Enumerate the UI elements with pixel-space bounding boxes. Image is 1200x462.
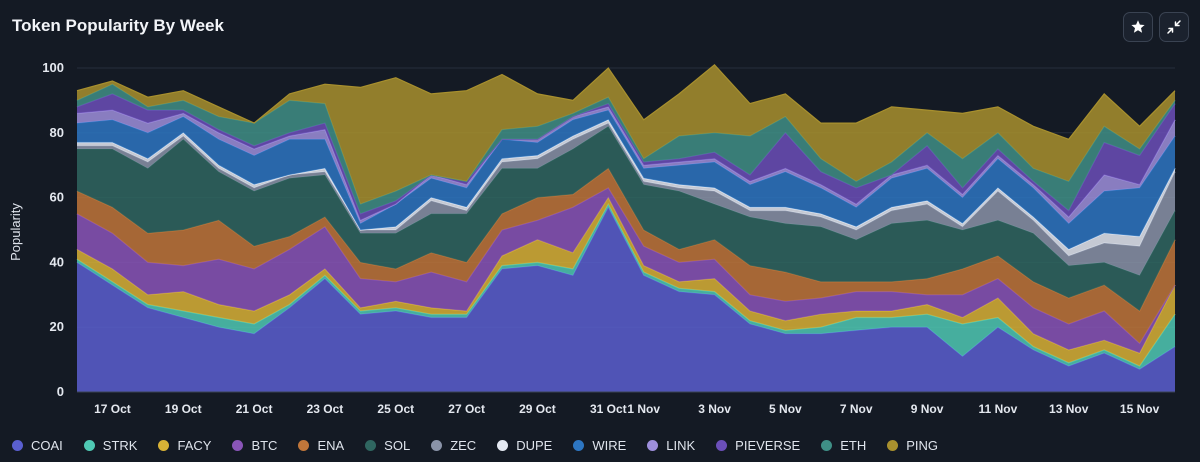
legend-label: WIRE (592, 437, 627, 453)
area-wire[interactable] (77, 110, 1175, 250)
legend-label: ENA (317, 437, 345, 453)
area-ena[interactable] (77, 168, 1175, 344)
legend-label: ZEC (450, 437, 477, 453)
legend-swatch (12, 439, 23, 451)
area-ping[interactable] (77, 64, 1175, 205)
y-tick-label: 100 (42, 60, 64, 75)
legend-item-facy[interactable]: FACY (158, 438, 211, 453)
legend-item-ping[interactable]: PING (887, 438, 938, 453)
legend-item-coai[interactable]: COAI (12, 438, 63, 453)
legend-item-eth[interactable]: ETH (821, 438, 866, 453)
area-coai[interactable] (77, 207, 1175, 392)
legend-swatch (431, 439, 443, 451)
legend-label: DUPE (516, 437, 553, 453)
collapse-button[interactable] (1159, 12, 1189, 42)
x-tick-label: 5 Nov (769, 402, 802, 416)
legend-item-btc[interactable]: BTC (232, 438, 277, 453)
legend-label: PING (906, 437, 938, 453)
x-tick-label: 7 Nov (840, 402, 873, 416)
legend-swatch (647, 439, 659, 451)
y-tick-label: 80 (50, 125, 64, 140)
favorite-button[interactable] (1123, 12, 1153, 42)
legend-item-ena[interactable]: ENA (298, 438, 344, 453)
legend-swatch (83, 439, 95, 451)
y-tick-label: 60 (50, 190, 64, 205)
legend-swatch (298, 439, 310, 451)
x-tick-label: 17 Oct (94, 402, 131, 416)
y-tick-label: 40 (50, 254, 64, 269)
x-tick-label: 13 Nov (1049, 402, 1089, 416)
legend-swatch (573, 439, 585, 451)
x-tick-label: 19 Oct (165, 402, 202, 416)
x-tick-label: 3 Nov (698, 402, 731, 416)
legend-swatch (887, 439, 899, 451)
legend-item-strk[interactable]: STRK (83, 437, 138, 453)
x-tick-label: 21 Oct (236, 402, 273, 416)
legend-swatch (158, 439, 170, 451)
area-zec[interactable] (77, 123, 1175, 276)
legend-item-sol[interactable]: SOL (365, 438, 410, 453)
x-tick-label: 11 Nov (979, 402, 1018, 416)
legend-swatch (497, 439, 509, 451)
star-icon (1131, 20, 1145, 33)
legend-label: COAI (31, 437, 63, 453)
x-tick-label: 15 Nov (1120, 402, 1160, 416)
legend-item-pieverse[interactable]: PIEVERSE (716, 438, 800, 453)
legend-swatch (716, 439, 728, 451)
legend-label: LINK (666, 437, 696, 453)
area-facy[interactable] (77, 197, 1175, 367)
legend-label: PIEVERSE (735, 437, 801, 453)
y-tick-label: 0 (57, 384, 64, 399)
area-eth[interactable] (77, 84, 1175, 214)
x-tick-label: 31 Oct (590, 402, 627, 416)
x-tick-label: 1 Nov (627, 402, 660, 416)
y-axis-label: Popularity (8, 203, 23, 261)
x-tick-label: 23 Oct (307, 402, 344, 416)
x-tick-label: 9 Nov (911, 402, 944, 416)
legend-item-zec[interactable]: ZEC (431, 438, 476, 453)
legend-item-link[interactable]: LINK (647, 438, 695, 453)
x-tick-label: 27 Oct (448, 402, 485, 416)
legend-swatch (232, 439, 244, 451)
legend-label: FACY (177, 437, 212, 453)
legend-label: STRK (102, 437, 138, 453)
legend-label: ETH (840, 437, 867, 453)
legend-swatch (821, 439, 833, 451)
area-link[interactable] (77, 106, 1175, 224)
legend-swatch (365, 439, 377, 451)
legend-item-wire[interactable]: WIRE (573, 438, 626, 453)
collapse-icon (1167, 20, 1181, 34)
line-ping (76, 63, 1176, 141)
area-btc[interactable] (77, 187, 1175, 354)
x-tick-label: 25 Oct (377, 402, 414, 416)
chart-title: Token Popularity By Week (12, 16, 224, 35)
legend-label: SOL (384, 437, 411, 453)
x-tick-label: 29 Oct (519, 402, 556, 416)
chart-canvas: 0 20 40 60 80 100 17 Oct 19 Oct 21 Oct 23 Oct 25 O… (8, 60, 1176, 416)
y-tick-label: 20 (50, 319, 64, 334)
legend-item-dupe[interactable]: DUPE (497, 438, 552, 453)
area-sol[interactable] (77, 126, 1175, 311)
chart-legend: COAI STRK FACY BTC ENA SOL ZEC DUPE WIRE LINK PIEV… (12, 436, 959, 454)
legend-label: BTC (251, 437, 278, 453)
